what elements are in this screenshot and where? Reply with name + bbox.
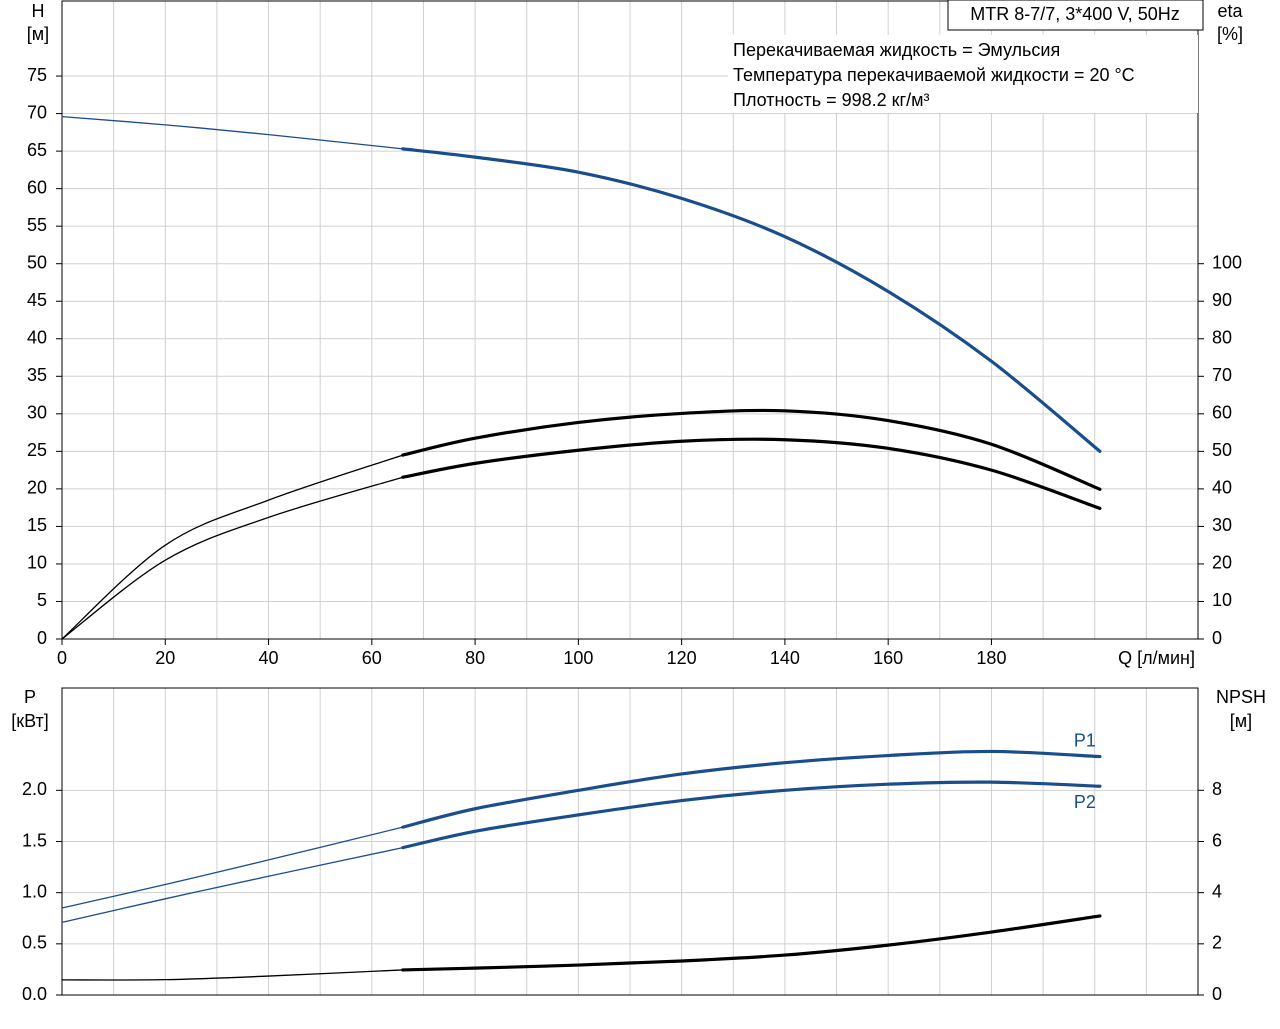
curve-thin	[61, 969, 404, 981]
annotation-box	[728, 35, 1198, 113]
y2-tick-label: 10	[1212, 590, 1232, 610]
x-label: Q [л/мин]	[1118, 648, 1195, 668]
y2-tick-label: 0	[1212, 984, 1222, 1004]
curve-thin	[61, 454, 404, 640]
y-tick-label: 1.0	[22, 881, 47, 901]
y-tick-label: 0	[37, 628, 47, 648]
title-box	[947, 0, 1204, 31]
x-tick-label: 80	[465, 648, 485, 668]
curve-operating	[401, 749, 1102, 829]
y-tick-label: 40	[27, 328, 47, 348]
annotation: Температура перекачиваемой жидкости = 20…	[733, 65, 1135, 85]
y2-unit: [%]	[1217, 24, 1243, 44]
curve-operating	[401, 780, 1102, 850]
y2-tick-label: 8	[1212, 779, 1222, 799]
y2-tick-label: 70	[1212, 365, 1232, 385]
y2-label: NPSH	[1216, 687, 1266, 707]
y2-tick-label: 50	[1212, 440, 1232, 460]
curve-operating	[401, 437, 1102, 510]
y-tick-label: 15	[27, 515, 47, 535]
y2-tick-label: 20	[1212, 553, 1232, 573]
chart-title: MTR 8-7/7, 3*400 V, 50Hz	[970, 4, 1179, 24]
curve-thin	[61, 826, 404, 909]
curve-operating	[401, 914, 1102, 972]
y2-unit: [м]	[1230, 711, 1252, 731]
y-tick-label: 70	[27, 102, 47, 122]
y-tick-label: 35	[27, 365, 47, 385]
y-tick-label: 1.5	[22, 830, 47, 850]
series-label: P1	[1074, 730, 1096, 750]
x-tick-label: 100	[563, 648, 593, 668]
x-tick-label: 20	[155, 648, 175, 668]
curve-thin	[61, 115, 404, 150]
y-tick-label: 50	[27, 252, 47, 272]
y2-tick-label: 30	[1212, 515, 1232, 535]
y-tick-label: 65	[27, 140, 47, 160]
x-tick-label: 180	[976, 648, 1006, 668]
curve-operating	[401, 147, 1102, 453]
y-unit: [кВт]	[11, 711, 49, 731]
y2-tick-label: 80	[1212, 328, 1232, 348]
y2-label: eta	[1217, 1, 1243, 21]
x-tick-label: 140	[770, 648, 800, 668]
y2-tick-label: 6	[1212, 830, 1222, 850]
plot-frame	[61, 0, 1199, 640]
x-tick-label: 120	[667, 648, 697, 668]
annotation: Перекачиваемая жидкость = Эмульсия	[733, 40, 1060, 60]
annotation: Плотность = 998.2 кг/м³	[733, 90, 929, 110]
y2-tick-label: 0	[1212, 628, 1222, 648]
series-label: P2	[1074, 792, 1096, 812]
y-tick-label: 20	[27, 478, 47, 498]
y2-tick-label: 2	[1212, 933, 1222, 953]
y-label: H	[32, 1, 45, 21]
y-tick-label: 75	[27, 65, 47, 85]
y-tick-label: 55	[27, 215, 47, 235]
y2-tick-label: 40	[1212, 478, 1232, 498]
x-tick-label: 40	[259, 648, 279, 668]
x-tick-label: 160	[873, 648, 903, 668]
y2-tick-label: 90	[1212, 290, 1232, 310]
y-unit: [м]	[27, 24, 49, 44]
y-tick-label: 30	[27, 403, 47, 423]
y-tick-label: 2.0	[22, 779, 47, 799]
y-tick-label: 45	[27, 290, 47, 310]
curve-thin	[61, 476, 404, 640]
curve-operating	[401, 408, 1102, 491]
y-tick-label: 25	[27, 440, 47, 460]
y-tick-label: 0.0	[22, 984, 47, 1004]
y2-tick-label: 4	[1212, 881, 1222, 901]
x-tick-label: 60	[362, 648, 382, 668]
y-label: P	[24, 687, 36, 707]
y-tick-label: 10	[27, 553, 47, 573]
y2-tick-label: 100	[1212, 252, 1242, 272]
curve-thin	[61, 846, 404, 923]
x-tick-label: 0	[57, 648, 67, 668]
y-tick-label: 0.5	[22, 933, 47, 953]
y2-tick-label: 60	[1212, 403, 1232, 423]
y-tick-label: 60	[27, 177, 47, 197]
y-tick-label: 5	[37, 590, 47, 610]
